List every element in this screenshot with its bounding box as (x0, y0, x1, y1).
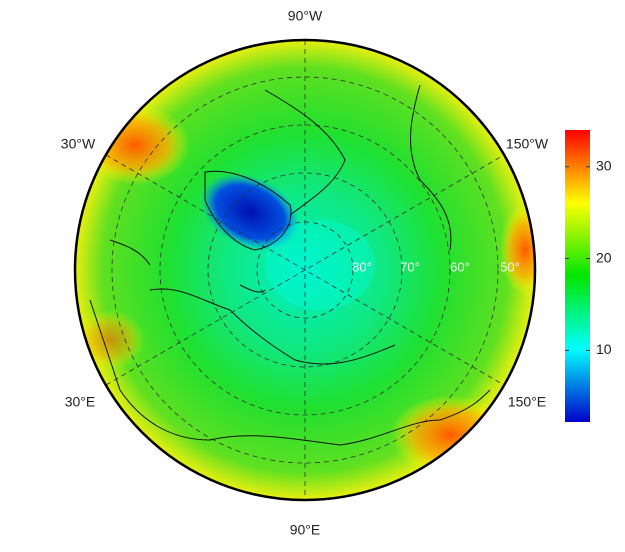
colorbar-scale (565, 130, 590, 422)
coastlines (89, 84, 491, 446)
meridian-label: 90°W (288, 8, 323, 24)
meridian-label: 90°E (290, 522, 321, 538)
graticule (105, 40, 505, 500)
meridian-label: 30°W (61, 136, 96, 152)
meridian-label: 150°E (508, 394, 546, 410)
latitude-label: 80° (352, 259, 372, 274)
colorbar-tick-label: 10 (596, 341, 612, 357)
meridian-label: 150°W (506, 136, 549, 152)
field (75, 40, 535, 500)
latitude-label: 60° (450, 259, 470, 274)
meridian-label: 30°E (65, 394, 96, 410)
latitude-label: 70° (400, 259, 420, 274)
colorbar: 10 20 30 (565, 130, 612, 422)
latitude-label: 50° (500, 259, 520, 274)
colorbar-tick-label: 20 (596, 249, 612, 265)
colorbar-tick-label: 30 (596, 157, 612, 173)
map-border (73, 38, 537, 502)
